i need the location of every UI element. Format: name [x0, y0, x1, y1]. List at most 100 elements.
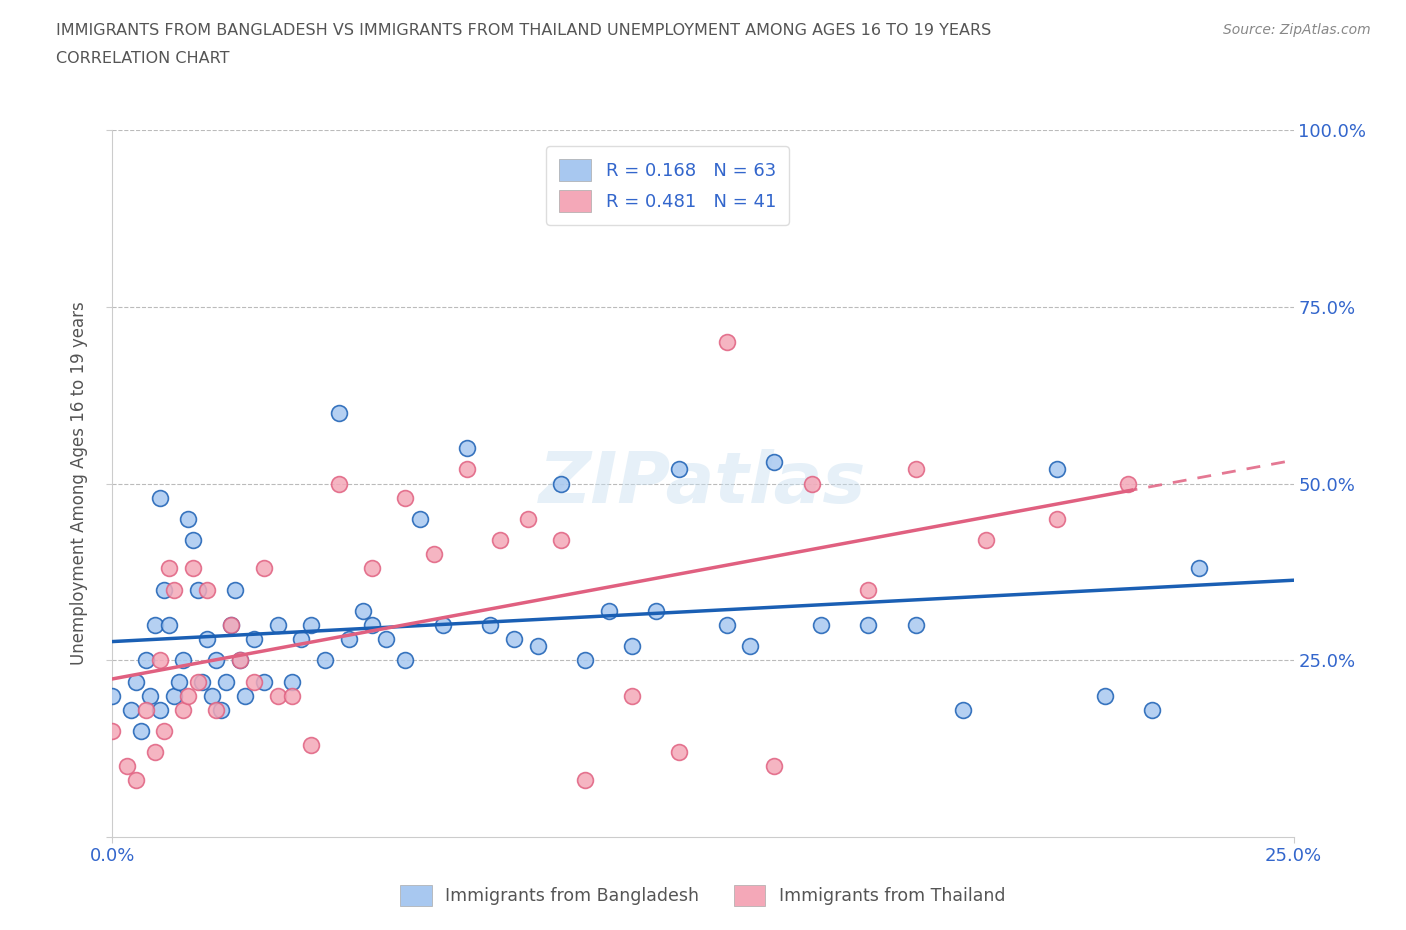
Point	[904, 618, 927, 632]
Point	[740, 639, 762, 654]
Point	[101, 724, 124, 738]
Point	[267, 688, 290, 703]
Point	[229, 653, 252, 668]
Point	[172, 702, 194, 717]
Point	[550, 476, 572, 491]
Point	[281, 688, 304, 703]
Point	[209, 702, 232, 717]
Point	[267, 618, 290, 632]
Text: Source: ZipAtlas.com: Source: ZipAtlas.com	[1223, 23, 1371, 37]
Point	[149, 702, 172, 717]
Point	[219, 618, 242, 632]
Point	[858, 582, 880, 597]
Point	[1188, 561, 1211, 576]
Point	[163, 582, 186, 597]
Point	[149, 653, 172, 668]
Point	[361, 618, 384, 632]
Point	[172, 653, 194, 668]
Point	[143, 745, 166, 760]
Point	[352, 604, 374, 618]
Point	[243, 674, 266, 689]
Point	[177, 512, 200, 526]
Point	[186, 674, 208, 689]
Point	[456, 441, 478, 456]
Point	[101, 688, 124, 703]
Point	[153, 582, 176, 597]
Point	[205, 702, 228, 717]
Point	[125, 674, 148, 689]
Point	[253, 561, 276, 576]
Point	[139, 688, 162, 703]
Point	[219, 618, 242, 632]
Point	[281, 674, 304, 689]
Text: IMMIGRANTS FROM BANGLADESH VS IMMIGRANTS FROM THAILAND UNEMPLOYMENT AMONG AGES 1: IMMIGRANTS FROM BANGLADESH VS IMMIGRANTS…	[56, 23, 991, 38]
Point	[201, 688, 224, 703]
Point	[375, 631, 398, 646]
Point	[290, 631, 312, 646]
Point	[952, 702, 974, 717]
Point	[762, 759, 785, 774]
Point	[181, 533, 204, 548]
Point	[503, 631, 526, 646]
Point	[181, 561, 204, 576]
Point	[314, 653, 336, 668]
Point	[205, 653, 228, 668]
Point	[408, 512, 430, 526]
Point	[1046, 512, 1069, 526]
Point	[157, 618, 180, 632]
Point	[668, 745, 690, 760]
Point	[598, 604, 620, 618]
Point	[422, 547, 444, 562]
Point	[195, 582, 218, 597]
Point	[489, 533, 512, 548]
Point	[517, 512, 540, 526]
Y-axis label: Unemployment Among Ages 16 to 19 years: Unemployment Among Ages 16 to 19 years	[70, 301, 89, 666]
Point	[191, 674, 214, 689]
Point	[135, 653, 157, 668]
Point	[125, 773, 148, 788]
Text: CORRELATION CHART: CORRELATION CHART	[56, 51, 229, 66]
Point	[233, 688, 256, 703]
Point	[224, 582, 246, 597]
Point	[1140, 702, 1163, 717]
Point	[644, 604, 666, 618]
Point	[456, 462, 478, 477]
Point	[668, 462, 690, 477]
Point	[550, 533, 572, 548]
Point	[143, 618, 166, 632]
Point	[574, 653, 596, 668]
Point	[253, 674, 276, 689]
Point	[526, 639, 548, 654]
Point	[762, 455, 785, 470]
Point	[621, 688, 644, 703]
Point	[120, 702, 142, 717]
Point	[574, 773, 596, 788]
Point	[904, 462, 927, 477]
Point	[328, 476, 350, 491]
Point	[157, 561, 180, 576]
Point	[195, 631, 218, 646]
Point	[337, 631, 360, 646]
Point	[167, 674, 190, 689]
Point	[1116, 476, 1139, 491]
Point	[115, 759, 138, 774]
Point	[479, 618, 502, 632]
Point	[215, 674, 238, 689]
Legend: Immigrants from Bangladesh, Immigrants from Thailand: Immigrants from Bangladesh, Immigrants f…	[394, 878, 1012, 913]
Point	[621, 639, 644, 654]
Point	[177, 688, 200, 703]
Point	[186, 582, 208, 597]
Point	[299, 737, 322, 752]
Point	[299, 618, 322, 632]
Point	[394, 653, 416, 668]
Point	[149, 490, 172, 505]
Point	[976, 533, 998, 548]
Point	[229, 653, 252, 668]
Point	[716, 618, 738, 632]
Point	[361, 561, 384, 576]
Point	[858, 618, 880, 632]
Point	[328, 405, 350, 420]
Text: ZIPatlas: ZIPatlas	[540, 449, 866, 518]
Point	[163, 688, 186, 703]
Point	[716, 335, 738, 350]
